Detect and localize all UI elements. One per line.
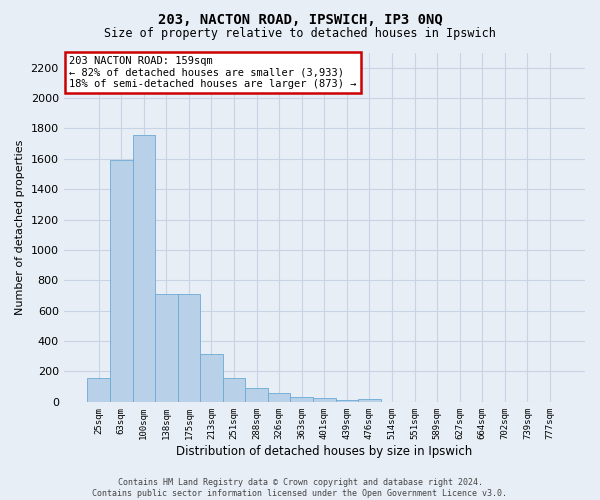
Bar xyxy=(133,134,155,402)
Text: Contains HM Land Registry data © Crown copyright and database right 2024.
Contai: Contains HM Land Registry data © Crown c… xyxy=(92,478,508,498)
Bar xyxy=(200,354,223,402)
Bar xyxy=(155,294,178,402)
Bar xyxy=(358,399,381,402)
Bar xyxy=(268,394,290,402)
Text: 203, NACTON ROAD, IPSWICH, IP3 0NQ: 203, NACTON ROAD, IPSWICH, IP3 0NQ xyxy=(158,12,442,26)
Bar xyxy=(313,398,335,402)
Bar xyxy=(110,160,133,402)
Bar xyxy=(223,378,245,402)
Bar xyxy=(88,378,110,402)
Bar xyxy=(335,400,358,402)
Bar xyxy=(245,388,268,402)
Y-axis label: Number of detached properties: Number of detached properties xyxy=(15,140,25,315)
Text: Size of property relative to detached houses in Ipswich: Size of property relative to detached ho… xyxy=(104,28,496,40)
X-axis label: Distribution of detached houses by size in Ipswich: Distribution of detached houses by size … xyxy=(176,444,472,458)
Text: 203 NACTON ROAD: 159sqm
← 82% of detached houses are smaller (3,933)
18% of semi: 203 NACTON ROAD: 159sqm ← 82% of detache… xyxy=(69,56,356,89)
Bar xyxy=(178,294,200,402)
Bar xyxy=(290,398,313,402)
